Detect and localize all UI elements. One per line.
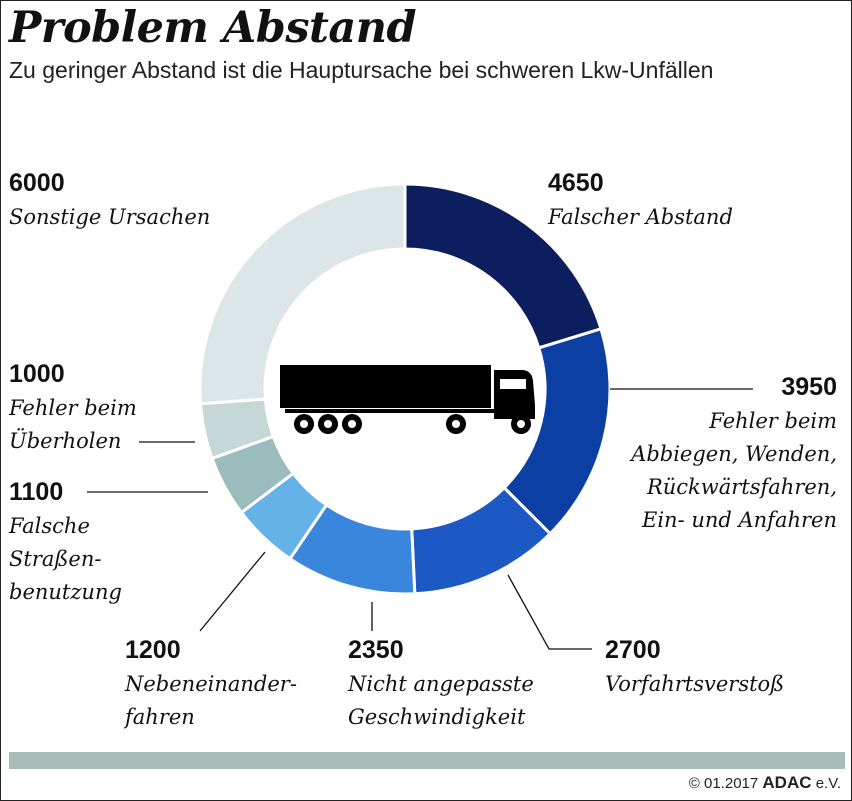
slice-label-line: fahren xyxy=(123,705,195,729)
slice-label-line: Falscher Abstand xyxy=(547,205,733,229)
donut-slices xyxy=(198,182,612,596)
slice-label-line: Straßen- xyxy=(9,547,101,571)
brand-suffix: e.V. xyxy=(815,775,841,792)
brand-logo: ADAC xyxy=(762,773,812,792)
slice-label-line: Nicht angepasste xyxy=(347,672,534,696)
donut-chart: 4650 Falscher Abstand 3950 Fehler beim Abbie… xyxy=(8,169,837,729)
chart-subtitle: Zu geringer Abstand ist die Hauptursache… xyxy=(9,57,714,83)
slice-label-line: Geschwindigkeit xyxy=(348,705,526,729)
slice-label-line: Abbiegen, Wenden, xyxy=(629,442,837,466)
slice-labels: 4650 Falscher Abstand 3950 Fehler beim Abbie… xyxy=(8,169,837,729)
slice-label-line: Rückwärtsfahren, xyxy=(646,475,837,499)
slice-value-4650: 4650 xyxy=(548,169,604,197)
slice-value-2350: 2350 xyxy=(348,636,404,664)
leader-line-1200 xyxy=(199,551,266,632)
slice-label-line: Ein- und Anfahren xyxy=(641,508,837,532)
slice-value-1000: 1000 xyxy=(9,360,65,388)
slice-label-line: Sonstige Ursachen xyxy=(9,205,210,229)
footer-bar xyxy=(9,752,845,769)
donut-slice-6000 xyxy=(198,182,407,406)
copyright: © 01.2017 ADAC e.V. xyxy=(689,773,841,793)
slice-value-3950: 3950 xyxy=(781,373,837,401)
slice-label-line: Falsche xyxy=(8,514,90,538)
slice-label-line: benutzung xyxy=(9,580,122,604)
copyright-date: © 01.2017 xyxy=(688,775,759,792)
truck-icon xyxy=(280,365,535,434)
slice-label-line: Fehler beim xyxy=(708,409,837,433)
slice-value-1100: 1100 xyxy=(9,478,63,506)
slice-label-line: Überholen xyxy=(9,428,121,453)
leader-lines xyxy=(87,388,753,650)
slice-label-line: Nebeneinander- xyxy=(124,672,297,696)
slice-value-6000: 6000 xyxy=(9,169,65,197)
slice-label-line: Fehler beim xyxy=(8,396,137,420)
slice-value-1200: 1200 xyxy=(125,636,181,664)
leader-line-2700 xyxy=(507,574,592,650)
chart-title: Problem Abstand xyxy=(9,3,417,53)
slice-value-2700: 2700 xyxy=(605,636,661,664)
slice-label-line: Vorfahrtsverstoß xyxy=(605,672,784,696)
